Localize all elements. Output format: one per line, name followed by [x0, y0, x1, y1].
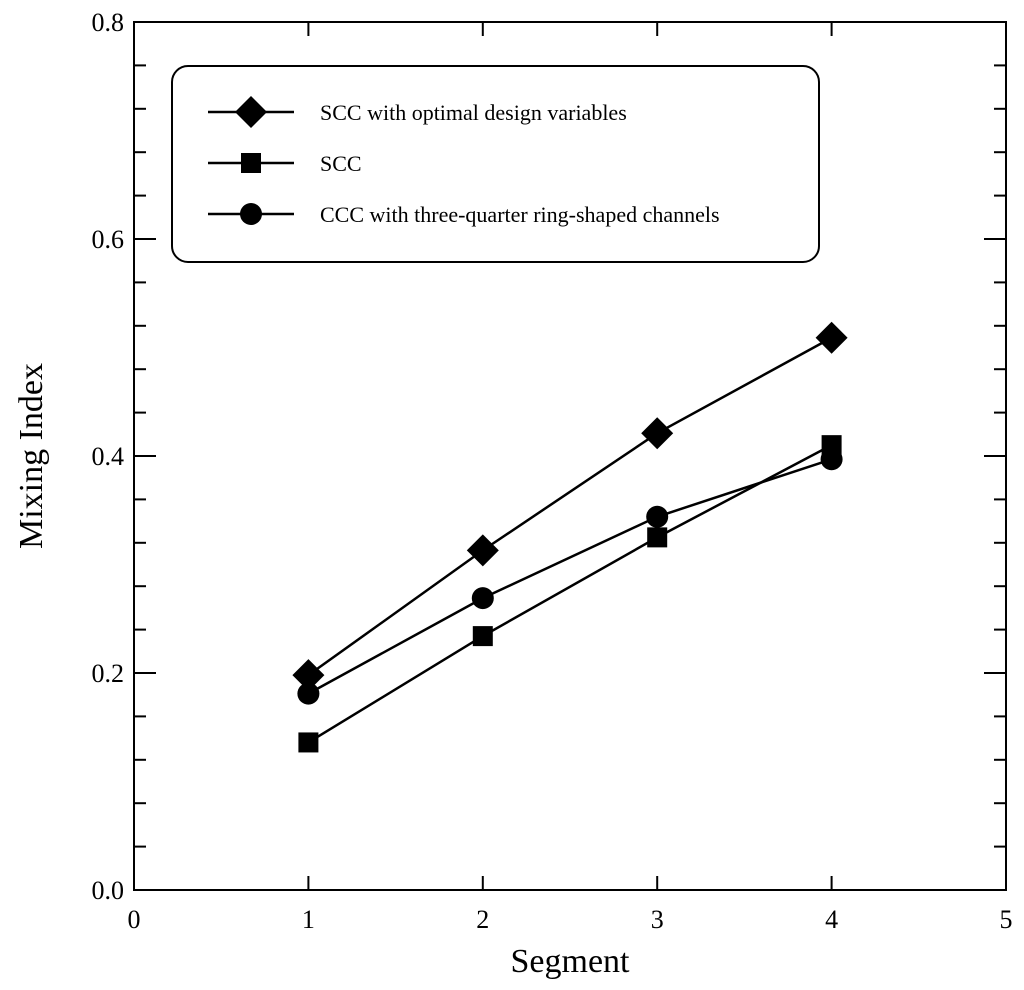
series-circle — [297, 448, 842, 704]
legend-marker-square-icon — [241, 153, 261, 173]
x-tick-label: 4 — [825, 905, 838, 934]
legend-marker-circle-icon — [240, 203, 262, 225]
y-axis-title: Mixing Index — [13, 363, 50, 549]
legend-label-square: SCC — [320, 151, 362, 176]
data-point-circle — [472, 587, 494, 609]
data-point-circle — [646, 506, 668, 528]
data-point-circle — [297, 683, 319, 705]
mixing-index-chart: 0 1 2 3 4 5 0.0 0.2 0.4 0.6 0.8 SCC with optimal d… — [0, 0, 1024, 990]
x-tick-label: 1 — [302, 905, 315, 934]
data-point-circle — [821, 448, 843, 470]
legend: SCC with optimal design variables SCC CCC … — [172, 66, 819, 262]
data-point-diamond — [641, 417, 673, 449]
series-line-circle — [308, 459, 831, 693]
x-tick-label: 0 — [128, 905, 141, 934]
series-line-square — [308, 445, 831, 742]
series-line-diamond — [308, 338, 831, 675]
y-tick-label: 0.6 — [92, 225, 125, 254]
x-tick-label: 3 — [651, 905, 664, 934]
x-tick-label: 5 — [1000, 905, 1013, 934]
legend-label-circle: CCC with three-quarter ring-shaped chann… — [320, 202, 720, 227]
y-tick-label: 0.2 — [92, 659, 125, 688]
y-tick-label: 0.4 — [92, 442, 125, 471]
data-point-square — [298, 732, 318, 752]
x-axis-title: Segment — [511, 943, 631, 980]
y-tick-label: 0.8 — [92, 8, 125, 37]
y-tick-label: 0.0 — [92, 876, 125, 905]
data-point-square — [647, 527, 667, 547]
series-diamond — [292, 322, 847, 691]
series-layer — [292, 322, 847, 753]
data-point-diamond — [816, 322, 848, 354]
x-tick-label: 2 — [476, 905, 489, 934]
data-point-diamond — [467, 534, 499, 566]
legend-label-diamond: SCC with optimal design variables — [320, 100, 627, 125]
data-point-square — [473, 626, 493, 646]
